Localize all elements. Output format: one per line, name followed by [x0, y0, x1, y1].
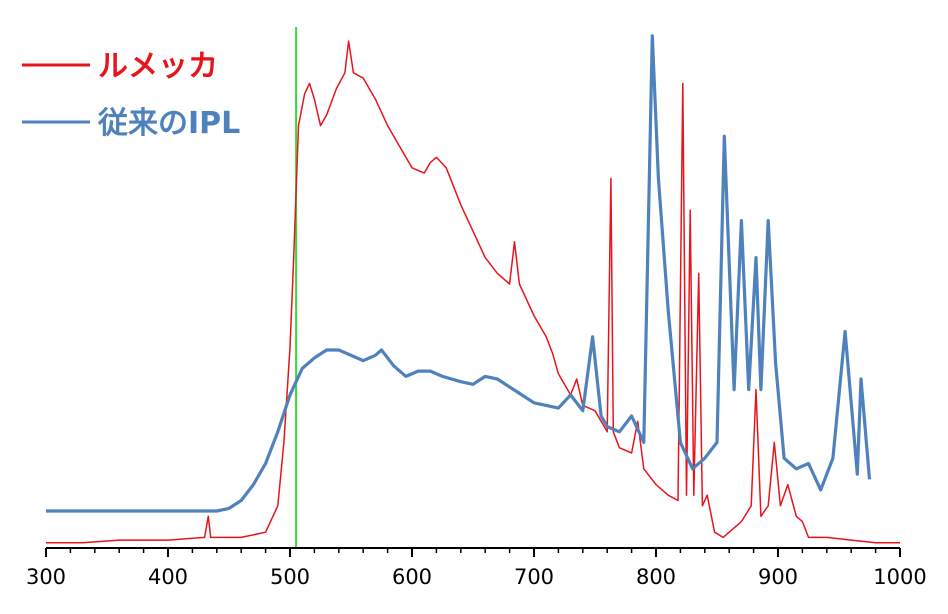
series-line-conventional-ipl — [46, 34, 872, 513]
x-tick-label: 1000 — [873, 565, 926, 589]
x-tick-label: 300 — [26, 565, 66, 589]
x-tick-label: 400 — [148, 565, 188, 589]
x-tick-label: 600 — [392, 565, 432, 589]
x-tick-label: 900 — [758, 565, 798, 589]
legend-label-conventional-ipl: 従来のIPL — [97, 106, 240, 141]
x-tick-label: 800 — [636, 565, 676, 589]
series-layer — [46, 34, 900, 544]
legend: ルメッカ 従来のIPL — [22, 49, 240, 141]
x-tick-label: 700 — [514, 565, 554, 589]
x-tick-label: 500 — [270, 565, 310, 589]
legend-label-lumecca: ルメッカ — [98, 49, 218, 84]
x-axis: 300 400 500 600 700 800 900 1000 — [26, 547, 927, 589]
series-line-lumecca — [46, 40, 900, 544]
